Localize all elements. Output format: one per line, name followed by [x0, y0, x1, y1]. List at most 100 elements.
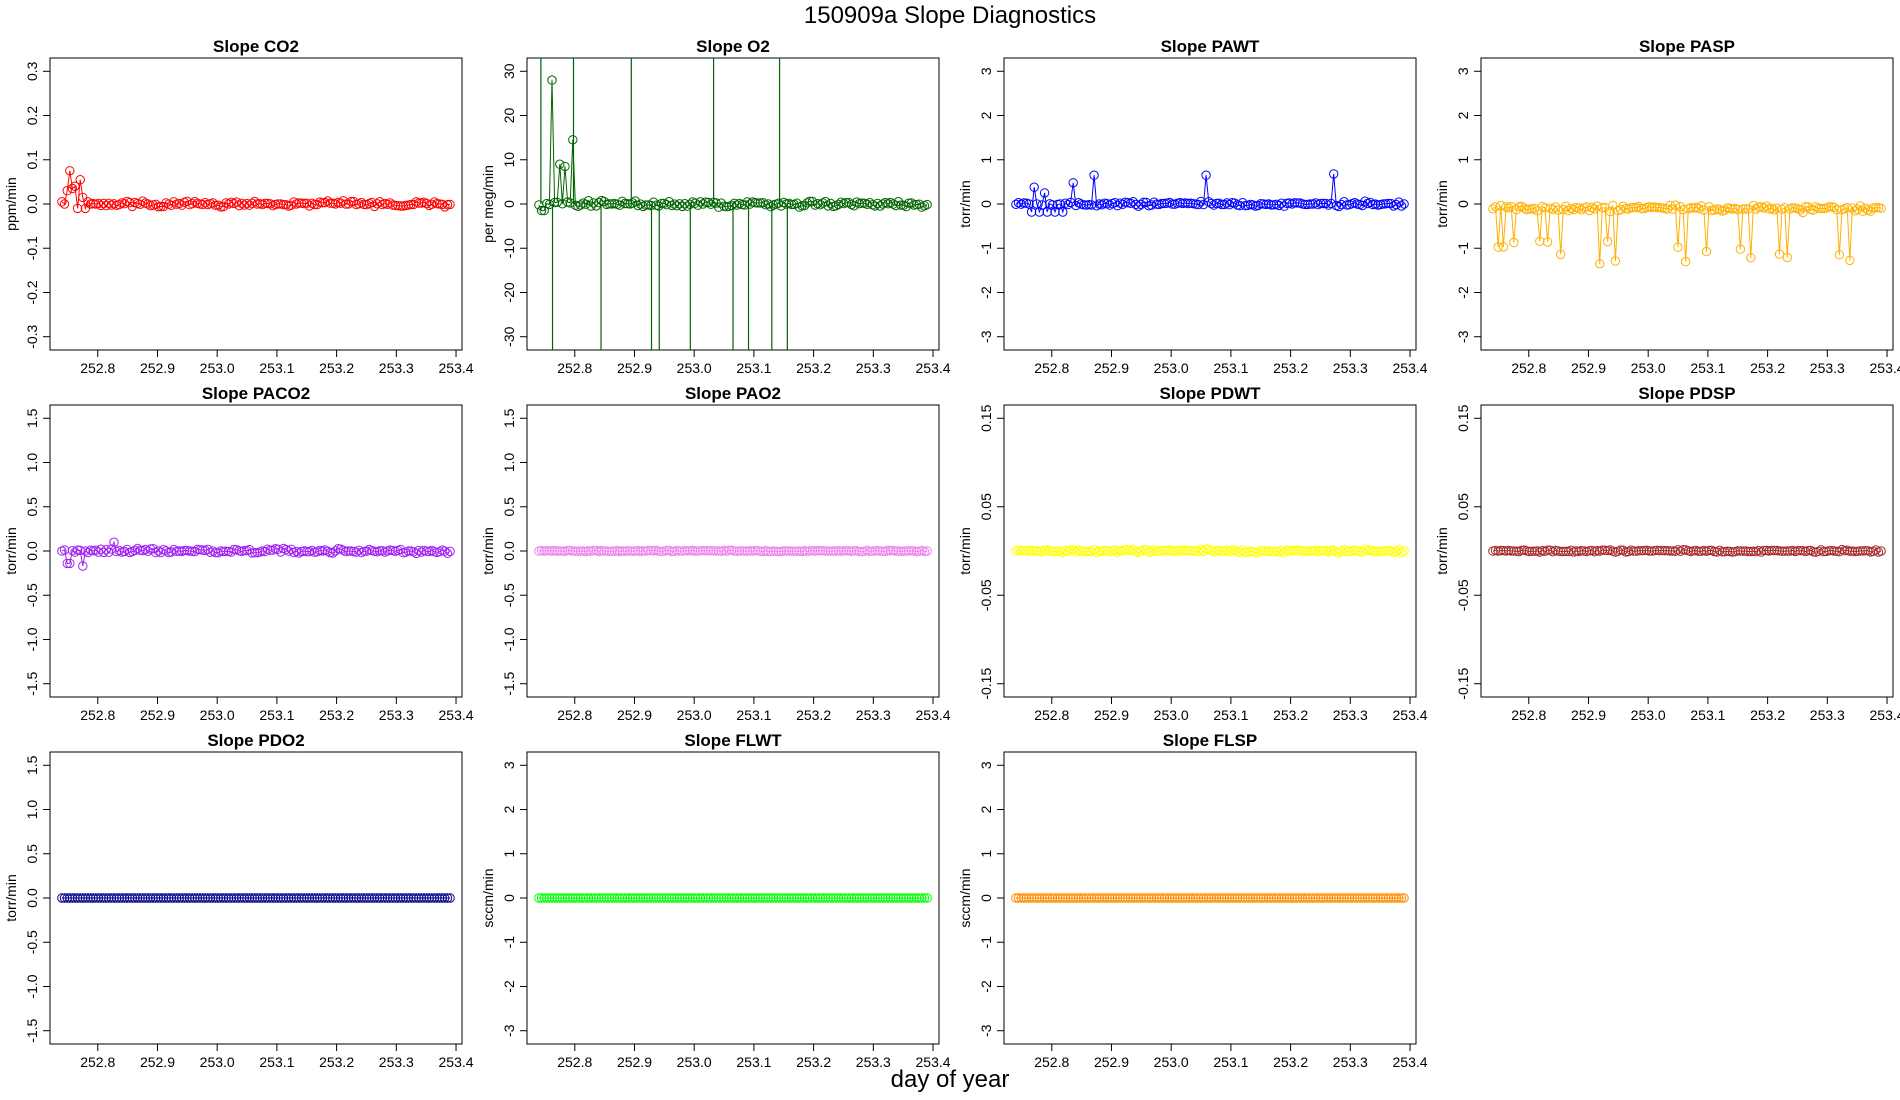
y-tick-label: 3: [1455, 67, 1471, 75]
data-point: [766, 202, 776, 212]
data-series: [57, 166, 455, 214]
x-tick-label: 253.0: [1154, 360, 1189, 376]
data-point: [901, 546, 911, 556]
data-point: [797, 893, 807, 903]
data-point: [1133, 893, 1144, 903]
data-point: [620, 893, 630, 903]
data-point: [1159, 893, 1170, 903]
data-point: [401, 893, 411, 903]
panel-slope-flsp: Slope FLSP sccm/min 252.8 252.9 253.0 253.1 25…: [957, 731, 1428, 1070]
data-point: [891, 893, 901, 903]
x-tick-label: 253.1: [1690, 707, 1725, 723]
y-tick-label: 1: [1455, 156, 1471, 164]
plot-frame: [1480, 404, 1894, 698]
data-point: [1777, 204, 1787, 215]
x-tick-label: 253.4: [439, 360, 474, 376]
x-tick-label: 253.0: [1154, 1054, 1189, 1070]
panel-slope-pdo2: Slope PDO2 torr/min 252.8 252.9 253.0 253.1 25…: [3, 731, 474, 1070]
data-point: [1146, 200, 1157, 210]
data-point: [315, 893, 325, 903]
data-point: [244, 893, 255, 903]
data-point: [766, 893, 776, 903]
data-point: [711, 546, 721, 556]
data-point: [628, 198, 638, 208]
data-point: [898, 546, 909, 556]
data-point: [1673, 545, 1683, 555]
data-point: [1290, 198, 1300, 208]
data-point: [1237, 893, 1248, 903]
data-point: [1099, 893, 1110, 903]
data-point: [1235, 893, 1245, 903]
data-point: [1222, 545, 1232, 555]
data-point: [179, 545, 190, 556]
data-point: [922, 199, 932, 210]
data-point: [67, 183, 78, 194]
y-tick-label: 3: [978, 761, 994, 769]
data-point: [317, 198, 328, 208]
data-point: [1021, 893, 1032, 903]
data-point: [393, 893, 403, 903]
data-point: [65, 893, 75, 903]
x-tick-label: 253.4: [916, 360, 951, 376]
data-point: [1211, 893, 1222, 903]
data-point: [1785, 204, 1795, 214]
data-point: [257, 893, 268, 903]
data-point: [1089, 170, 1099, 180]
data-point: [813, 893, 823, 903]
data-point: [599, 893, 609, 903]
data-point: [612, 893, 622, 903]
data-point: [1016, 893, 1026, 903]
y-tick-label: 1: [501, 850, 517, 858]
data-point: [1196, 544, 1206, 554]
data-point: [922, 893, 932, 903]
data-point: [148, 893, 158, 903]
data-point: [880, 893, 891, 903]
data-point: [1269, 893, 1279, 903]
data-point: [343, 199, 354, 209]
data-point: [338, 545, 348, 555]
data-point: [802, 893, 812, 903]
data-point: [539, 205, 549, 216]
x-tick-label: 252.8: [557, 360, 592, 376]
data-point: [78, 561, 88, 571]
data-point: [205, 893, 216, 903]
data-point: [302, 546, 312, 557]
data-point: [1256, 199, 1266, 209]
data-point: [411, 893, 421, 903]
data-point: [1138, 893, 1149, 903]
data-point: [1214, 893, 1224, 903]
data-point: [111, 893, 122, 903]
data-point: [247, 198, 257, 209]
data-point: [690, 893, 700, 903]
x-tick-label: 253.0: [1631, 707, 1666, 723]
y-tick-label: 0.3: [24, 61, 40, 81]
data-point: [1806, 545, 1816, 556]
data-point: [1628, 546, 1639, 556]
x-tick-label: 253.2: [319, 360, 354, 376]
data-point: [557, 893, 568, 903]
data-point: [1131, 893, 1141, 903]
data-point: [1141, 545, 1151, 555]
data-point: [1746, 546, 1756, 557]
data-point: [773, 546, 784, 557]
y-tick-label: 0: [978, 894, 994, 902]
data-point: [1589, 204, 1600, 214]
data-point: [1780, 203, 1790, 213]
y-tick-label: 0.0: [24, 541, 40, 561]
data-point: [857, 893, 867, 903]
data-point: [1227, 893, 1237, 903]
data-point: [106, 893, 117, 903]
data-point: [1292, 893, 1303, 903]
data-point: [1610, 256, 1621, 266]
data-point: [904, 546, 914, 556]
x-tick-label: 253.4: [1393, 360, 1428, 376]
y-tick-label: 2: [501, 805, 517, 813]
data-point: [1261, 893, 1271, 903]
data-series: [1011, 544, 1409, 558]
data-point: [630, 196, 640, 206]
data-point: [427, 199, 437, 210]
data-point: [846, 199, 857, 210]
data-point: [615, 893, 625, 903]
data-point: [1795, 546, 1806, 556]
x-tick-label: 252.9: [1094, 360, 1129, 376]
